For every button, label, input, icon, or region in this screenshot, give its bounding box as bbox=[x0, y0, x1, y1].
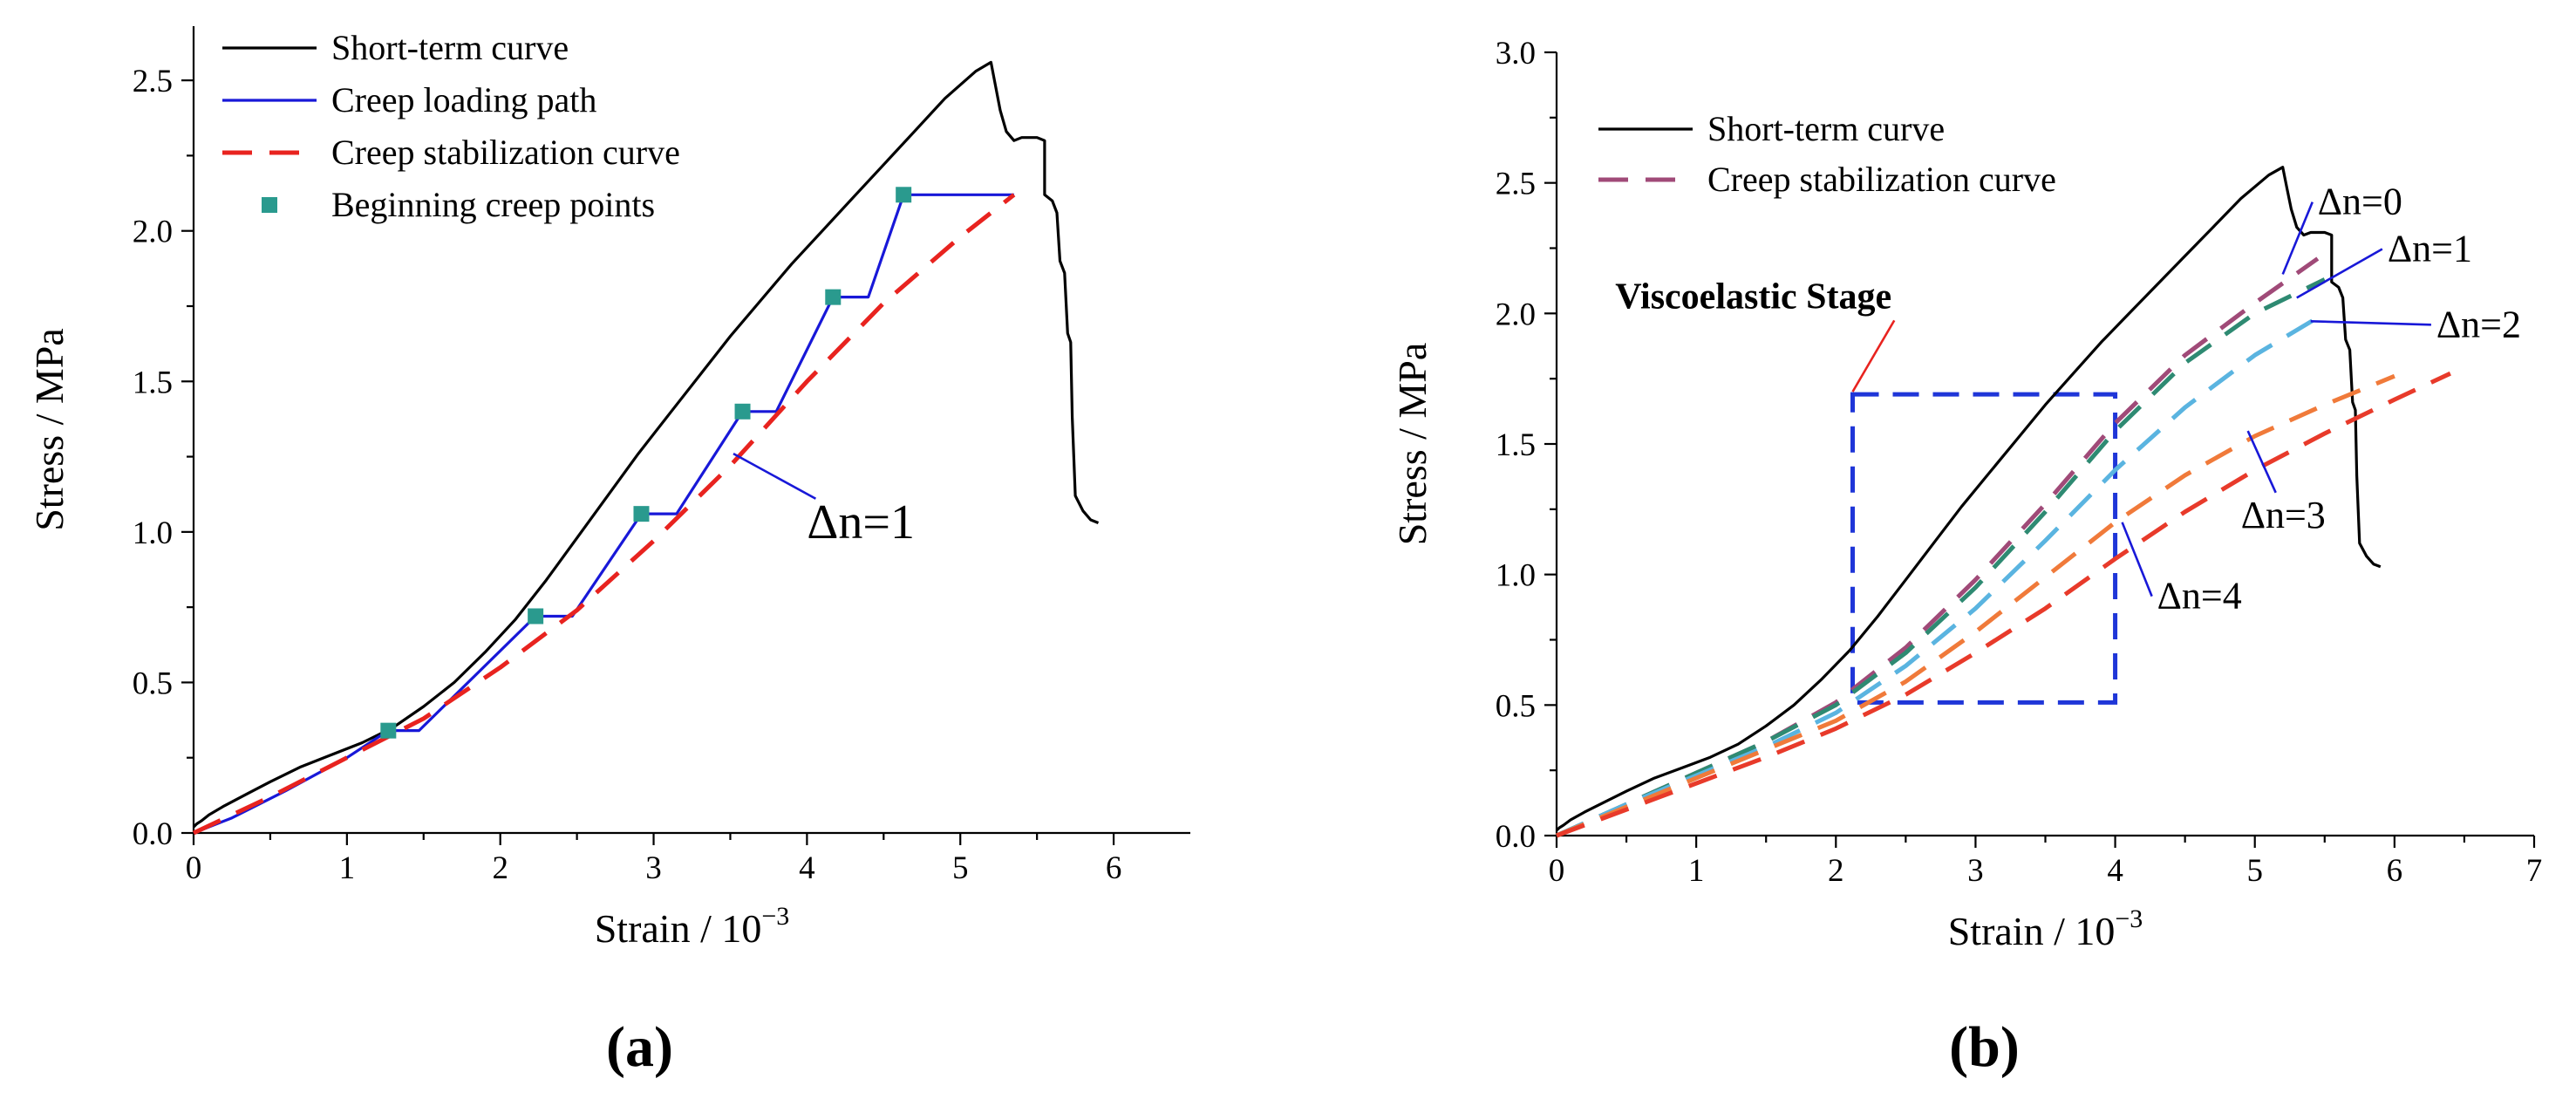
x-axis-title-text: Strain / 10 bbox=[595, 906, 762, 951]
x-tick-label: 7 bbox=[2526, 853, 2543, 889]
legend-label: Creep stabilization curve bbox=[1707, 160, 2056, 199]
creep-point-marker bbox=[380, 722, 397, 739]
y-tick-label: 2.5 bbox=[133, 64, 173, 99]
y-tick-label: 0.5 bbox=[133, 666, 173, 701]
y-axis-title: Stress / MPa bbox=[1390, 343, 1435, 546]
x-tick-label: 4 bbox=[799, 850, 815, 886]
series-line-1 bbox=[1555, 256, 2320, 838]
x-tick-label: 0 bbox=[1549, 853, 1565, 889]
x-axis-title: Strain / 10−3 bbox=[595, 902, 790, 951]
legend-label: Creep stabilization curve bbox=[331, 133, 680, 172]
x-axis-title-text: Strain / 10 bbox=[1948, 909, 2116, 953]
x-tick-label: 5 bbox=[2246, 853, 2263, 889]
x-axis-title-exponent: −3 bbox=[2115, 904, 2143, 933]
y-tick-label: 2.0 bbox=[1496, 297, 1536, 332]
legend-marker bbox=[262, 197, 277, 213]
annotation-leader-line bbox=[2296, 248, 2383, 299]
creep-point-marker bbox=[633, 506, 650, 522]
annotation-leader-line bbox=[733, 452, 817, 500]
series-line-0 bbox=[1555, 166, 2382, 832]
annotation-leader-line bbox=[2121, 522, 2153, 597]
y-tick-label: 1.0 bbox=[1496, 558, 1536, 594]
y-tick-label: 2.0 bbox=[133, 215, 173, 250]
y-tick-label: 1.0 bbox=[133, 515, 173, 551]
y-tick-label: 2.5 bbox=[1496, 167, 1536, 202]
creep-point-marker bbox=[825, 289, 842, 305]
series-line-4 bbox=[1556, 373, 2395, 838]
series-line-3 bbox=[1555, 311, 2327, 838]
series-line-5 bbox=[1556, 371, 2451, 838]
legend-label: Beginning creep points bbox=[331, 185, 655, 224]
delta-n-label: Δn=0 bbox=[2318, 181, 2402, 223]
x-tick-label: 6 bbox=[1106, 850, 1122, 886]
legend-label: Short-term curve bbox=[331, 28, 569, 67]
y-tick-label: 0.0 bbox=[133, 816, 173, 852]
x-axis-title-exponent: −3 bbox=[761, 902, 789, 931]
y-tick-label: 0.5 bbox=[1496, 688, 1536, 724]
delta-n-label: Δn=3 bbox=[2241, 494, 2326, 536]
delta-n-label: Δn=1 bbox=[2388, 227, 2472, 270]
x-tick-label: 6 bbox=[2387, 853, 2403, 889]
x-tick-label: 1 bbox=[339, 850, 356, 886]
panel-label: (a) bbox=[606, 1015, 673, 1079]
y-tick-label: 1.5 bbox=[1496, 427, 1536, 463]
y-tick-label: 3.0 bbox=[1496, 36, 1536, 72]
series-line-2 bbox=[1555, 277, 2326, 838]
x-tick-label: 1 bbox=[1688, 853, 1705, 889]
panel-label: (b) bbox=[1949, 1015, 2020, 1079]
annotation-leader-line bbox=[1851, 319, 1896, 392]
creep-point-marker bbox=[734, 403, 751, 420]
x-tick-label: 5 bbox=[952, 850, 969, 886]
series-line-2 bbox=[192, 193, 1016, 836]
y-axis-title: Stress / MPa bbox=[27, 328, 72, 531]
viscoelastic-stage-label: Viscoelastic Stage bbox=[1615, 276, 1891, 317]
series-line-0 bbox=[192, 60, 1100, 829]
x-tick-label: 3 bbox=[1967, 853, 1984, 889]
x-tick-label: 2 bbox=[1828, 853, 1844, 889]
x-tick-label: 3 bbox=[645, 850, 662, 886]
x-tick-label: 4 bbox=[2107, 853, 2123, 889]
annotation-leader-line bbox=[2310, 320, 2431, 326]
x-axis-title: Strain / 10−3 bbox=[1948, 904, 2143, 953]
y-tick-label: 0.0 bbox=[1496, 819, 1536, 855]
delta-n-label: Δn=2 bbox=[2436, 303, 2521, 345]
series-line-1 bbox=[193, 193, 1014, 835]
delta-n-label: Δn=1 bbox=[807, 495, 915, 550]
legend-label: Short-term curve bbox=[1707, 109, 1945, 148]
chart-panel-b: 0 1 2 3 4 5 6 7 0.0 0.5 1.0 1.5 2.0 2.5 3.0 Strain / 10… bbox=[1390, 36, 2542, 1079]
delta-n-label: Δn=4 bbox=[2157, 575, 2242, 618]
creep-point-marker bbox=[896, 187, 912, 203]
x-tick-label: 0 bbox=[186, 850, 202, 886]
annotation-leader-line bbox=[2281, 201, 2314, 275]
legend: Short-term curve Creep loading path Creep … bbox=[222, 28, 680, 224]
y-tick-label: 1.5 bbox=[133, 365, 173, 400]
annotation-leader-line bbox=[2246, 430, 2277, 494]
viscoelastic-stage-box bbox=[1850, 392, 2118, 705]
creep-point-marker bbox=[528, 608, 544, 625]
legend-label: Creep loading path bbox=[331, 80, 596, 119]
x-tick-label: 2 bbox=[492, 850, 508, 886]
legend: Short-term curve Creep stabilization curv… bbox=[1598, 109, 2056, 199]
